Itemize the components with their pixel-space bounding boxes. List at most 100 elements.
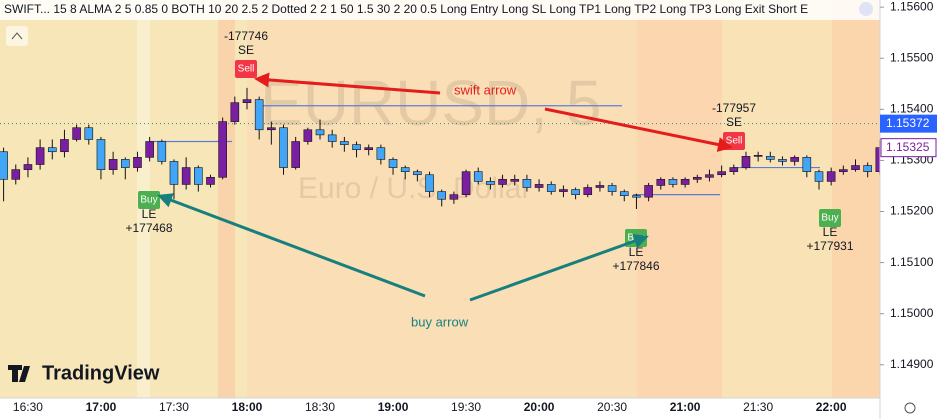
x-tick-label: 19:30 (451, 400, 481, 414)
signal-label: Buy (140, 195, 157, 206)
collapse-button[interactable] (6, 26, 28, 46)
signal-box (819, 209, 841, 227)
signal-pnl: +177846 (612, 259, 659, 273)
candle-body (619, 191, 629, 196)
candle-body (644, 185, 653, 198)
candle-body (863, 165, 872, 172)
candle-body (35, 147, 45, 165)
logo-icon (8, 365, 30, 382)
candle-body (522, 179, 532, 188)
candle-body (352, 144, 361, 150)
y-tick-label: 1.15200 (890, 204, 934, 218)
candle-body (802, 157, 812, 172)
candle-body (181, 167, 191, 185)
candle-body (680, 179, 690, 185)
signal-code: LE (823, 225, 838, 239)
collapse-icon (11, 32, 23, 40)
candle-body (425, 174, 434, 192)
signal-code: LE (629, 245, 644, 259)
candle-body (121, 159, 130, 168)
annotation-label: swift arrow (454, 82, 517, 97)
y-tick-label: 1.15400 (890, 102, 934, 116)
candle-body (303, 129, 313, 142)
signal-box (235, 60, 257, 78)
signal-label: Sell (238, 64, 255, 75)
session-band (218, 0, 235, 398)
candle-body (194, 167, 203, 185)
candle-body (72, 127, 81, 140)
candle-body (851, 165, 860, 170)
price-badge-label: 1.15325 (886, 140, 930, 154)
candle-body (145, 141, 154, 158)
candle-body (437, 191, 447, 200)
x-tick-label: 19:00 (378, 400, 409, 414)
indicator-title: SWIFT... 15 8 ALMA 2 5 0.85 0 BOTH 10 20… (4, 2, 808, 16)
candle-body (534, 184, 544, 188)
candle-body (218, 121, 227, 178)
session-band (722, 0, 832, 398)
candle-body (60, 139, 69, 153)
candle-body (668, 179, 678, 185)
annotation-arrow (157, 193, 426, 298)
settings-gear[interactable] (904, 402, 916, 414)
candle-body (279, 127, 288, 168)
candle-body (607, 185, 617, 192)
candle-body (595, 185, 605, 188)
signal-label: Buy (821, 213, 838, 224)
candle-body (766, 156, 775, 160)
candle-body (133, 157, 142, 168)
annotation-arrow (544, 107, 733, 152)
annotation-label: buy arrow (411, 314, 469, 329)
candle-body (790, 157, 799, 162)
signal-pnl: -177957 (712, 101, 756, 115)
candle-body (254, 99, 264, 131)
candle-body (498, 179, 507, 185)
signal-label: Sell (726, 136, 743, 147)
y-tick-label: 1.15100 (890, 255, 934, 269)
candle-body (376, 147, 386, 160)
session-band (832, 0, 880, 398)
x-tick-label: 21:30 (743, 400, 773, 414)
candle-body (11, 169, 21, 180)
y-tick-label: 1.15000 (890, 306, 934, 320)
y-tick-label: 1.15600 (890, 0, 934, 13)
x-tick-label: 16:30 (13, 400, 43, 414)
x-tick-label: 20:00 (524, 400, 555, 414)
candle-body (510, 179, 520, 182)
candle-body (206, 176, 215, 185)
candle-body (692, 176, 702, 180)
session-band (637, 0, 722, 398)
candle-body (413, 171, 422, 176)
logo: TradingView (42, 362, 160, 384)
candle-body (814, 171, 824, 182)
candle-body (449, 194, 459, 200)
candle-body (169, 161, 179, 185)
header-bg (0, 0, 880, 20)
candle-body (839, 169, 848, 172)
watermark-subtitle: Euro / U.S. Dollar (298, 172, 531, 205)
signal-pnl: +177931 (806, 239, 853, 253)
candle-body (729, 167, 739, 172)
x-tick-label: 20:30 (597, 400, 627, 414)
price-axis (880, 0, 937, 419)
candle-body (705, 174, 714, 178)
watermark: EURUSD, 5 (260, 67, 601, 139)
candle-body (571, 189, 580, 195)
signal-code: SE (238, 43, 254, 57)
annotation-arrow (469, 233, 649, 302)
candle-body (267, 127, 276, 131)
settings-icon[interactable] (859, 2, 873, 16)
x-tick-label: 17:30 (159, 400, 189, 414)
candle-body (242, 99, 252, 103)
candle-body (96, 139, 106, 170)
candle-body (364, 147, 374, 150)
price-badge (880, 138, 937, 158)
candle-body (461, 171, 471, 195)
candle-body (327, 134, 337, 142)
candle-body (559, 189, 568, 192)
x-tick-label: 17:00 (86, 400, 117, 414)
candle-body (753, 155, 763, 157)
y-tick-label: 1.15500 (890, 50, 934, 64)
x-tick-label: 18:00 (232, 400, 263, 414)
price-badge (880, 114, 937, 133)
